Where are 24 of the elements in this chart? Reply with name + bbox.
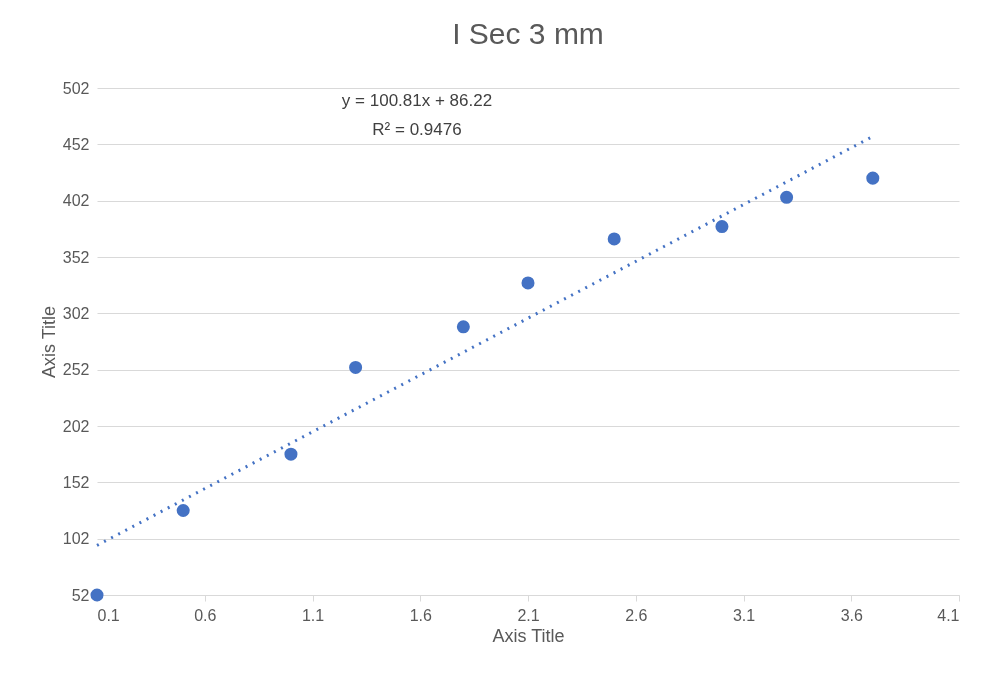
y-tick-label: 352	[62, 248, 90, 266]
annotation: y = 100.81x + 86.22	[341, 91, 493, 110]
x-tick-label: 1.1	[301, 606, 325, 624]
y-tick-label: 202	[62, 417, 90, 435]
y-tick-label: 52	[71, 586, 90, 604]
x-tick-label: 0.1	[97, 606, 120, 624]
x-tick-label: 0.6	[194, 606, 217, 624]
x-tick-label: 1.6	[409, 606, 432, 624]
y-tick-label: 152	[62, 473, 90, 491]
y-tick-label: 102	[62, 530, 90, 548]
y-tick-label: 502	[62, 79, 90, 97]
y-tick-label: 452	[62, 135, 90, 153]
y-tick-label: 302	[62, 304, 90, 322]
y-tick-label: 402	[62, 192, 90, 210]
x-tick-label: 2.1	[517, 606, 540, 624]
x-tick-label: 3.6	[840, 606, 863, 624]
y-axis-title: Axis Title	[38, 305, 59, 379]
annotation: R² = 0.9476	[372, 120, 462, 139]
x-tick-label: 3.1	[732, 606, 756, 624]
y-tick-label: 252	[62, 361, 90, 379]
chart-title: I Sec 3 mm	[452, 17, 604, 50]
x-axis-title: Axis Title	[492, 625, 565, 646]
x-tick-label: 2.6	[625, 606, 648, 624]
x-tick-label: 4.1	[937, 606, 960, 624]
